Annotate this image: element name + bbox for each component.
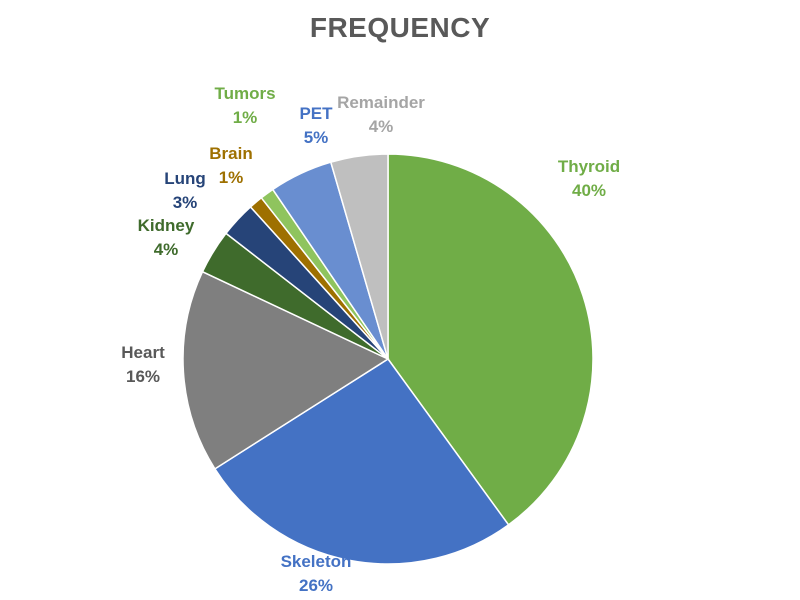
slice-name-label-remainder: Remainder: [337, 93, 425, 112]
pie-slice-skeleton: [213, 357, 510, 565]
slice-percent-label-heart: 16%: [126, 367, 160, 386]
slice-percent-label-lung: 3%: [173, 193, 198, 212]
pie-labels: Thyroid 40% Skeleton 26% Heart 16% Kidney 4% Lun…: [121, 84, 620, 595]
pie-slice-remainder: [329, 153, 389, 360]
slice-name-label-skeleton: Skeleton: [281, 552, 352, 571]
slice-percent-label-remainder: 4%: [369, 117, 394, 136]
slice-name-label-thyroid: Thyroid: [558, 157, 620, 176]
slice-percent-label-tumors: 1%: [233, 108, 258, 127]
pie-slice-thyroid: [387, 153, 594, 526]
pie-slice-heart: [182, 270, 390, 470]
slice-name-label-heart: Heart: [121, 343, 165, 362]
pie-slices: [182, 153, 594, 565]
chart-title: FREQUENCY: [309, 12, 491, 43]
slice-percent-label-brain: 1%: [219, 168, 244, 187]
slice-percent-label-thyroid: 40%: [572, 181, 606, 200]
slice-percent-label-pet: 5%: [304, 128, 329, 147]
slice-name-label-tumors: Tumors: [214, 84, 275, 103]
slice-name-label-kidney: Kidney: [138, 216, 195, 235]
slice-percent-label-kidney: 4%: [154, 240, 179, 259]
slice-name-label-pet: PET: [299, 104, 333, 123]
slice-name-label-lung: Lung: [164, 169, 206, 188]
slice-percent-label-skeleton: 26%: [299, 576, 333, 595]
slice-name-label-brain: Brain: [209, 144, 252, 163]
